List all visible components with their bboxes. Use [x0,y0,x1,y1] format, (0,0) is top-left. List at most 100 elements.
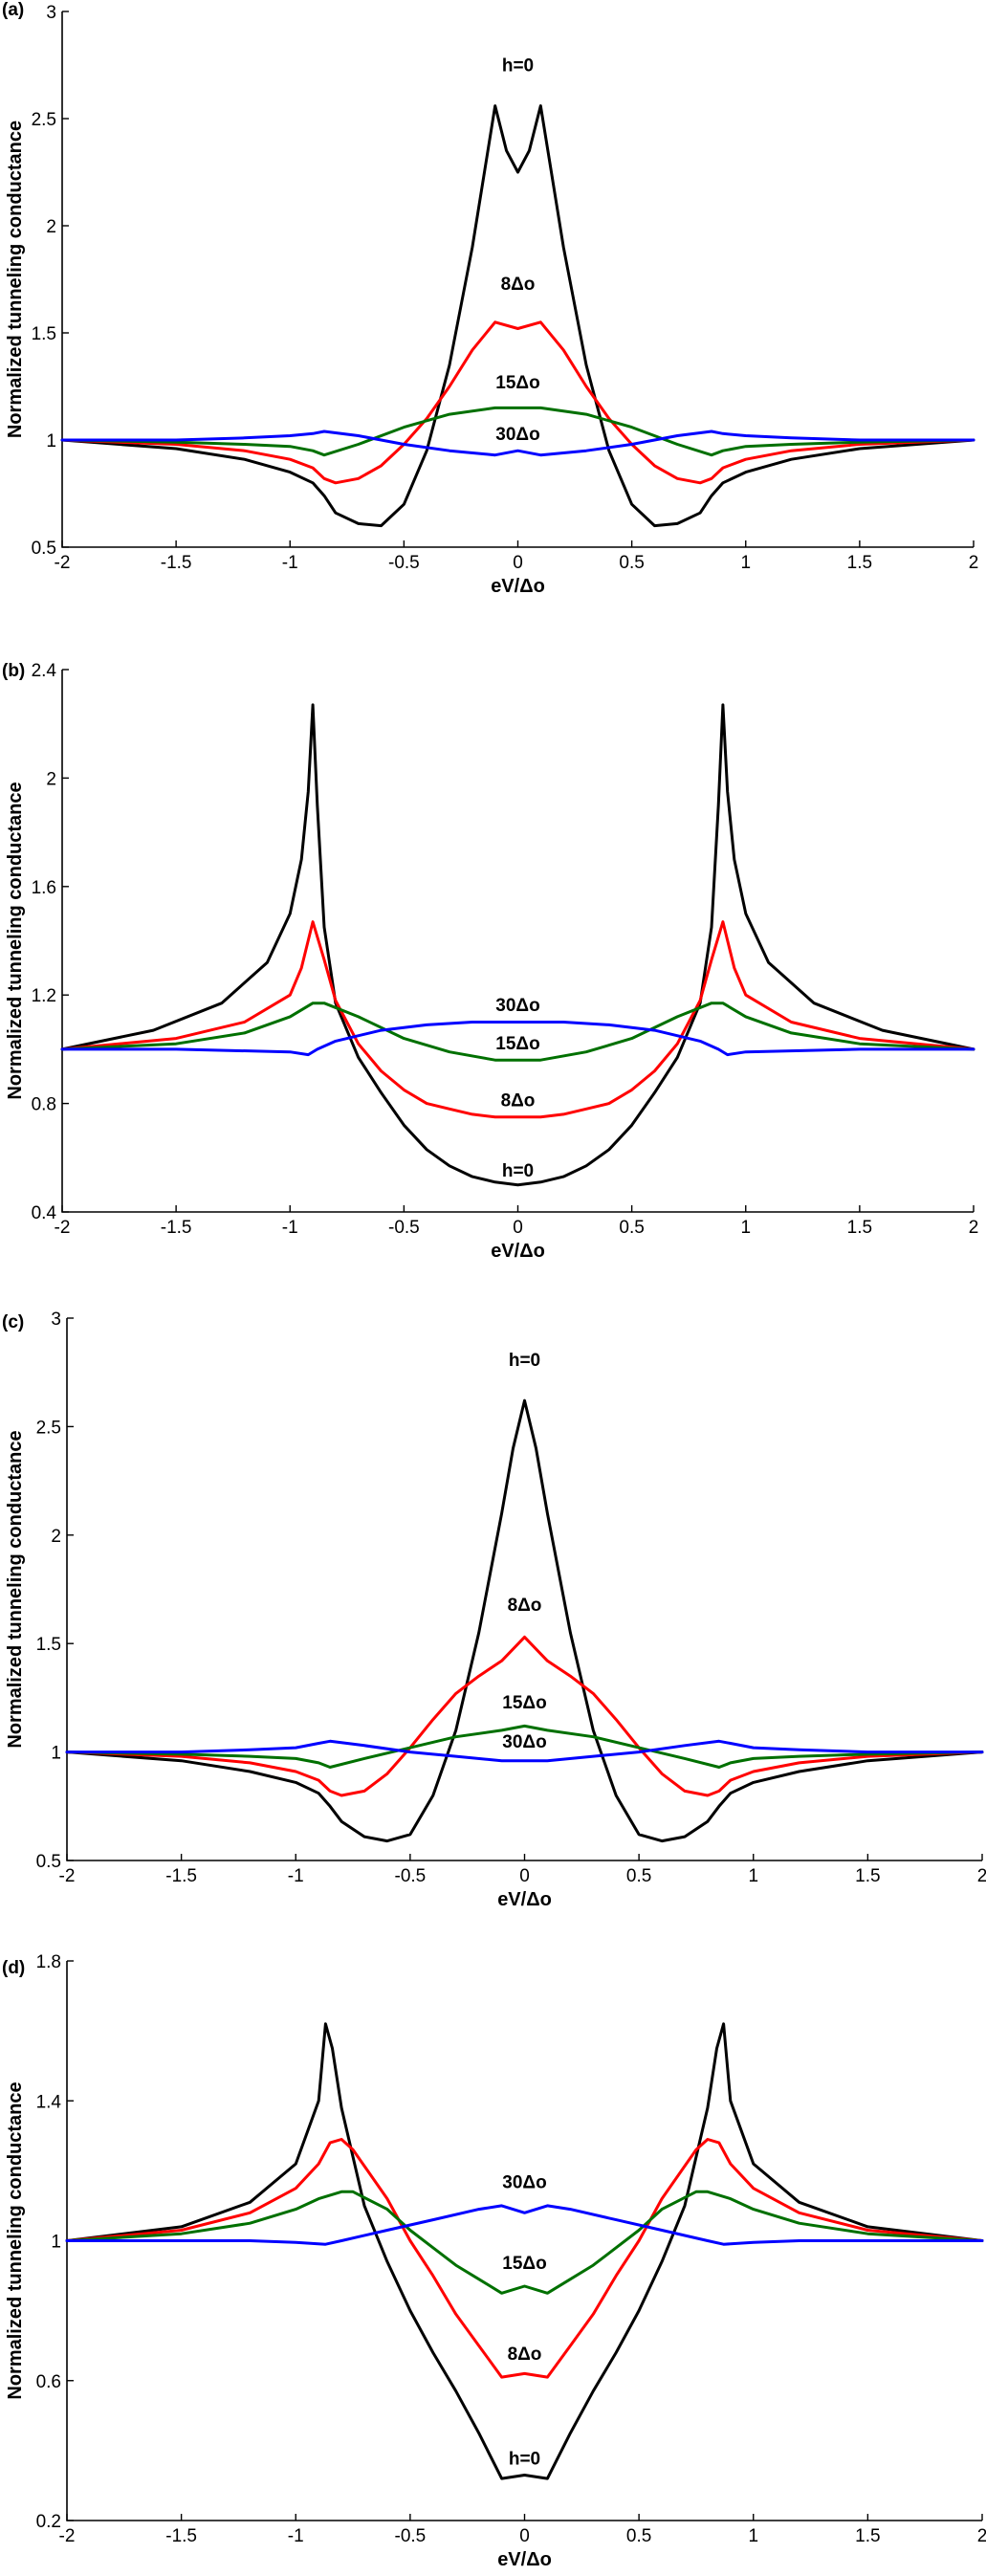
x-tick-label: 0 [513,1218,523,1238]
y-tick-label: 0.5 [36,1852,61,1872]
series-line-30o [60,1021,975,1057]
x-tick-label: 1.5 [847,1218,872,1238]
x-tick-label: 1 [740,553,751,573]
panel-tag: (d) [2,1958,25,1978]
curve-label: 30Δo [495,996,539,1016]
x-tick-label: -0.5 [395,2526,427,2546]
x-tick-label: -1.5 [161,553,192,573]
x-tick-label: 0.5 [619,553,644,573]
curve-label: 15Δo [495,1034,539,1054]
series-line-h0 [60,104,975,528]
y-tick-label: 3 [51,1310,61,1330]
series-line-30o [60,429,975,457]
series-line-15o [60,1002,975,1062]
x-tick-label: -0.5 [395,1866,427,1886]
x-tick-label: 2 [977,2526,986,2546]
axes-frame [61,670,974,1213]
chart-panel-1: -2 -1.5 -1 -0.5 0 0.5 1 1.5 2 0.5 1 1.5 2 2.5 3 eV/Δo No… [2,0,978,597]
y-tick-label: 1 [46,431,56,451]
x-tick-label: -2 [55,1218,71,1238]
curve-label: 30Δo [495,425,539,445]
x-tick-label: 1.5 [847,553,872,573]
x-axis-title: eV/Δo [497,2549,552,2570]
x-tick-label: 2 [969,1218,979,1238]
x-tick-label: 0.5 [619,1218,644,1238]
x-axis-title: eV/Δo [491,1241,545,1262]
x-tick-label: -1 [288,1866,304,1886]
chart-panel-4: -2 -1.5 -1 -0.5 0 0.5 1 1.5 2 0.2 0.6 1 1.4 1.8 eV/Δo N… [2,1952,986,2570]
series-line-8o [60,920,975,1119]
y-tick-label: 2 [46,769,56,789]
x-axis-title: eV/Δo [491,576,545,597]
x-tick-label: 1.5 [855,1866,880,1886]
y-tick-label: 0.5 [32,539,56,559]
x-tick-label: 2 [969,553,979,573]
x-tick-label: 0 [519,2526,530,2546]
x-tick-label: -1 [282,1218,298,1238]
x-tick-label: -0.5 [388,553,420,573]
x-tick-label: 1 [740,1218,751,1238]
curve-label: h=0 [502,1161,534,1181]
curve-label: 15Δo [502,1693,546,1713]
x-tick-label: 0.5 [626,1866,651,1886]
curve-label: 8Δo [501,1090,536,1111]
series-line-15o [60,406,975,457]
series-line-15o [65,1724,984,1769]
chart-panel-3: -2 -1.5 -1 -0.5 0 0.5 1 1.5 2 0.5 1 1.5 2 2.5 3 eV/Δo No… [2,1310,986,1910]
series-line-8o [60,320,975,485]
y-tick-label: 2 [46,217,56,237]
y-tick-label: 0.6 [36,2372,61,2392]
curve-label: h=0 [509,2450,540,2470]
x-tick-label: -1.5 [165,1866,197,1886]
curve-label: h=0 [502,56,534,77]
curve-label: 30Δo [502,2173,546,2193]
curve-label: 30Δo [502,1732,546,1752]
curve-label: 15Δo [502,2254,546,2274]
panel-tag: (a) [2,0,24,20]
series-line-h0 [65,2022,984,2480]
x-tick-label: -2 [59,2526,76,2546]
y-tick-label: 2.5 [36,1418,61,1438]
y-axis-title: Normalized tunneling conductance [5,782,26,1099]
y-tick-label: 1.5 [36,1635,61,1655]
y-axis-title: Normalized tunneling conductance [5,1430,26,1748]
x-tick-label: 0 [519,1866,530,1886]
x-tick-label: 1.5 [855,2526,880,2546]
x-tick-label: 1 [748,2526,758,2546]
panel-tag: (b) [2,661,25,681]
y-axis-title: Normalized tunneling conductance [5,2081,26,2399]
x-tick-label: -2 [59,1866,76,1886]
y-tick-label: 1.5 [32,324,56,344]
series-line-30o [65,2204,984,2246]
curve-label: 15Δo [495,373,539,393]
y-tick-label: 1 [51,1744,61,1764]
series-line-15o [65,2190,984,2295]
x-tick-label: -1 [282,553,298,573]
curve-label: h=0 [509,1351,540,1371]
panel-tag: (c) [2,1312,24,1332]
y-tick-label: 2.5 [32,110,56,130]
x-tick-label: -1.5 [165,2526,197,2546]
y-tick-label: 2 [51,1527,61,1547]
y-axis-title: Normalized tunneling conductance [5,121,26,438]
x-tick-label: 2 [977,1866,986,1886]
y-tick-label: 3 [46,3,56,23]
y-tick-label: 2.4 [32,661,57,681]
x-tick-label: 1 [748,1866,758,1886]
x-tick-label: -1 [288,2526,304,2546]
y-tick-label: 0.2 [36,2512,61,2532]
series-line-h0 [60,703,975,1187]
y-tick-label: 1.2 [32,986,56,1006]
x-tick-label: -0.5 [388,1218,420,1238]
series-line-8o [65,2138,984,2379]
curve-label: 8Δo [508,1596,542,1616]
curve-label: 8Δo [501,275,536,295]
y-tick-label: 1.4 [36,2092,62,2112]
series-line-h0 [65,1398,984,1843]
y-tick-label: 0.8 [32,1095,56,1115]
y-tick-label: 1.8 [36,1952,61,1972]
series-line-8o [65,1635,984,1797]
chart-panel-2: -2 -1.5 -1 -0.5 0 0.5 1 1.5 2 0.4 0.8 1.2 1.6 2 2.4 eV/… [2,661,978,1262]
x-tick-label: 0.5 [626,2526,651,2546]
